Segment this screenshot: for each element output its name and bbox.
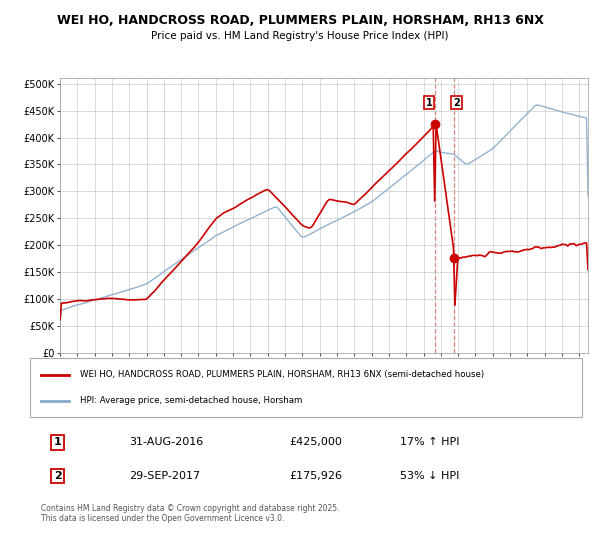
Text: 53% ↓ HPI: 53% ↓ HPI bbox=[400, 471, 459, 481]
Text: 2: 2 bbox=[54, 471, 61, 481]
FancyBboxPatch shape bbox=[30, 358, 582, 417]
Text: WEI HO, HANDCROSS ROAD, PLUMMERS PLAIN, HORSHAM, RH13 6NX (semi-detached house): WEI HO, HANDCROSS ROAD, PLUMMERS PLAIN, … bbox=[80, 370, 484, 379]
Text: 1: 1 bbox=[426, 97, 433, 108]
Text: 17% ↑ HPI: 17% ↑ HPI bbox=[400, 437, 460, 447]
Text: 2: 2 bbox=[453, 97, 460, 108]
Text: Price paid vs. HM Land Registry's House Price Index (HPI): Price paid vs. HM Land Registry's House … bbox=[151, 31, 449, 41]
Text: Contains HM Land Registry data © Crown copyright and database right 2025.
This d: Contains HM Land Registry data © Crown c… bbox=[41, 503, 340, 523]
Text: £175,926: £175,926 bbox=[289, 471, 343, 481]
Text: £425,000: £425,000 bbox=[289, 437, 343, 447]
Text: HPI: Average price, semi-detached house, Horsham: HPI: Average price, semi-detached house,… bbox=[80, 396, 302, 405]
Text: 31-AUG-2016: 31-AUG-2016 bbox=[130, 437, 203, 447]
Text: 1: 1 bbox=[54, 437, 61, 447]
Text: WEI HO, HANDCROSS ROAD, PLUMMERS PLAIN, HORSHAM, RH13 6NX: WEI HO, HANDCROSS ROAD, PLUMMERS PLAIN, … bbox=[56, 14, 544, 27]
Text: 29-SEP-2017: 29-SEP-2017 bbox=[130, 471, 200, 481]
